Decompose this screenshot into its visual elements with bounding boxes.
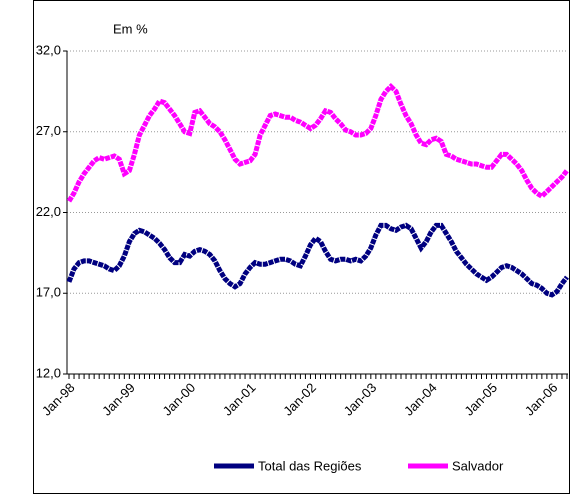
legend-label: Total das Regiões — [258, 458, 362, 473]
series-line — [66, 83, 569, 203]
series-line — [66, 222, 569, 298]
y-tick-label: 32,0 — [36, 42, 61, 57]
y-tick-label: 17,0 — [36, 285, 61, 300]
y-tick-label: 12,0 — [36, 365, 61, 380]
chart-frame — [33, 0, 570, 494]
y-tick-label: 27,0 — [36, 123, 61, 138]
legend-label: Salvador — [452, 458, 504, 473]
y-tick-label: 22,0 — [36, 204, 61, 219]
annotation: Em % — [113, 21, 148, 36]
